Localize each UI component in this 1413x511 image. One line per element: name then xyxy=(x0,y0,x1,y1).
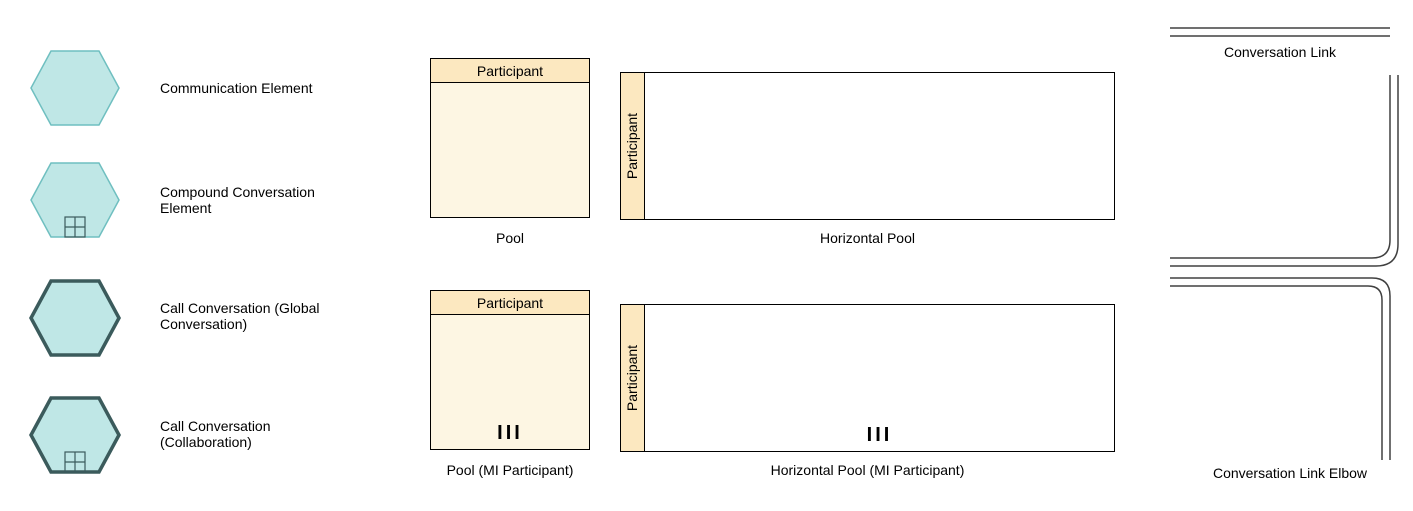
horizontal-pool-header: Participant xyxy=(621,73,645,219)
call-conversation-collab-hexagon xyxy=(28,395,122,475)
pool-mi-caption: Pool (MI Participant) xyxy=(415,462,605,478)
conversation-link-elbow-shape xyxy=(1170,75,1410,460)
compound-conversation-element-label: Compound Conversation Element xyxy=(160,184,340,216)
mi-marker-icon: III xyxy=(497,422,523,445)
pool-header: Participant xyxy=(431,59,589,83)
horizontal-pool-caption: Horizontal Pool xyxy=(620,230,1115,246)
pool-mi-shape: Participant III xyxy=(430,290,590,450)
pool-caption: Pool xyxy=(430,230,590,246)
horizontal-pool-mi-shape: Participant III xyxy=(620,304,1115,452)
compound-conversation-element-hexagon xyxy=(28,160,122,240)
diagram-canvas: Communication Element Compound Conversat… xyxy=(0,0,1413,511)
conversation-link-elbow-caption: Conversation Link Elbow xyxy=(1170,465,1410,481)
horizontal-pool-mi-header: Participant xyxy=(621,305,645,451)
pool-shape: Participant xyxy=(430,58,590,218)
call-conversation-global-hexagon xyxy=(28,278,122,358)
communication-element-label: Communication Element xyxy=(160,80,313,96)
horizontal-pool-shape: Participant xyxy=(620,72,1115,220)
communication-element-hexagon xyxy=(28,48,122,128)
call-conversation-global-label: Call Conversation (Global Conversation) xyxy=(160,300,340,332)
conversation-link-caption: Conversation Link xyxy=(1170,44,1390,60)
pool-mi-header: Participant xyxy=(431,291,589,315)
mi-marker-icon: III xyxy=(867,424,893,447)
horizontal-pool-mi-caption: Horizontal Pool (MI Participant) xyxy=(620,462,1115,478)
call-conversation-collab-label: Call Conversation (Collaboration) xyxy=(160,418,340,450)
